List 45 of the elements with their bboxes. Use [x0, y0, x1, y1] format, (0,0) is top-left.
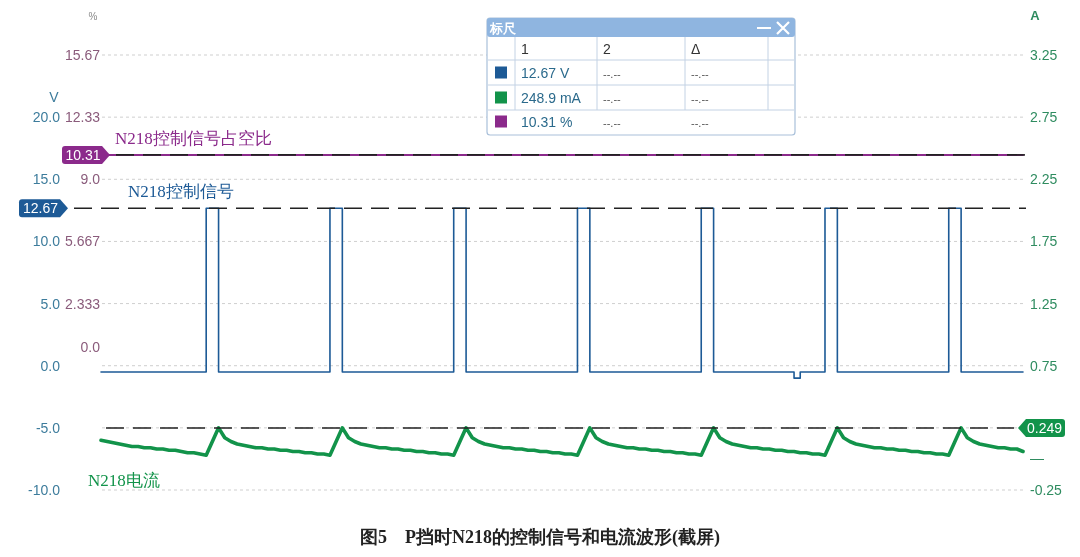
text: 图5 P挡时N218的控制信号和电流波形(截屏): [360, 527, 720, 548]
line-series: [99, 426, 1025, 457]
annotation: 2: [603, 41, 611, 57]
y3-tick-label: 5.667: [64, 233, 101, 250]
y3-tick-label: 0.0: [80, 339, 101, 356]
ref-line-label: 12.67: [22, 200, 59, 217]
annotation: --.--: [691, 116, 710, 129]
annotation: --.--: [691, 92, 710, 105]
text: 标尺: [489, 21, 517, 36]
annotation: Δ: [691, 41, 701, 57]
y-tick-label: -5.0: [35, 419, 61, 436]
y3-tick-label: 9.0: [80, 171, 101, 188]
y-tick-label: -10.0: [28, 482, 61, 498]
annotation: --.--: [603, 92, 622, 105]
annotation: --.--: [691, 67, 710, 80]
y2-tick-label: 1.25: [1030, 295, 1058, 312]
text: —: [1030, 450, 1044, 466]
y2-tick-label: 2.75: [1030, 109, 1058, 126]
y2-tick-label: 3.25: [1030, 47, 1058, 63]
series-label: N218控制信号: [128, 182, 234, 202]
y-tick-label: 20.0: [32, 109, 61, 126]
y3-tick-label: 12.33: [64, 109, 101, 126]
series-label: N218电流: [88, 471, 160, 491]
category-label: 12.67 V: [521, 64, 570, 81]
y-tick-label: 0.0: [40, 357, 61, 374]
annotation: --.--: [603, 116, 622, 129]
y2-axis-title: A: [1030, 8, 1041, 23]
y-tick-label: 15.0: [32, 171, 61, 188]
category-label: 10.31 %: [521, 113, 573, 130]
annotation: --.--: [603, 67, 622, 80]
annotation: 1: [521, 41, 529, 57]
ref-line-label: 10.31: [65, 146, 101, 163]
y2-tick-label: 2.25: [1030, 171, 1058, 188]
y2-tick-label: -0.25: [1030, 482, 1063, 498]
series-label: N218控制信号占空比: [115, 128, 272, 148]
y2-tick-label: 0.75: [1030, 357, 1058, 374]
y-tick-label: 5.0: [40, 295, 61, 312]
y3-axis-title: %: [88, 11, 98, 22]
y-axis-title: V: [49, 89, 60, 105]
category-label: 248.9 mA: [521, 89, 582, 106]
y-tick-label: 10.0: [32, 233, 61, 250]
y3-tick-label: 2.333: [64, 295, 101, 312]
y2-tick-label: 1.75: [1030, 233, 1058, 250]
y3-tick-label: 15.67: [64, 47, 101, 63]
ref-line-label: 0.249: [1026, 419, 1063, 436]
